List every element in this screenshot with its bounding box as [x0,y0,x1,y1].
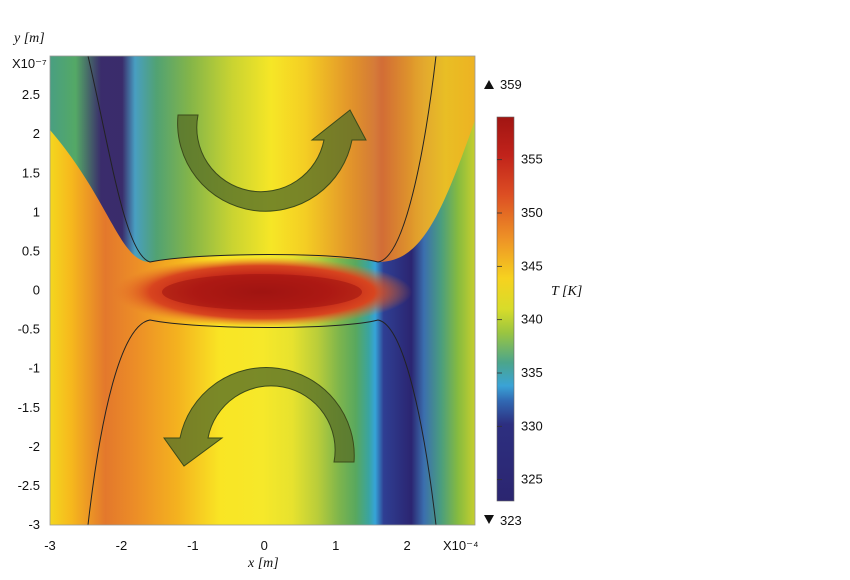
y-multiplier: X10⁻⁷ [12,56,47,71]
colorbar [496,116,515,502]
y-tick-label: -2 [28,439,40,454]
colorbar-ticks: 355 350 345 340 335 330 325 [497,152,543,487]
colorbar-tick-label: 325 [521,472,543,487]
x-axis-label: x [m] [247,556,279,571]
colorbar-tick-label: 335 [521,365,543,380]
min-marker-icon [484,515,494,524]
upper-region [50,56,475,262]
x-axis-ticks: -3 -2 -1 0 1 2 [44,538,411,553]
y-axis-label: y [m] [12,31,45,46]
y-tick-label: 1.5 [22,165,40,180]
colorbar-min-label: 323 [500,513,522,528]
colorbar-tick-label: 340 [521,312,543,327]
y-tick-label: 0 [33,283,40,298]
y-tick-label: 1 [33,204,40,219]
colorbar-label: T [K] [551,284,582,299]
y-tick-label: -3 [28,517,40,532]
y-tick-label: -2.5 [18,478,40,493]
x-tick-label: -2 [116,538,128,553]
boundary-lower [87,319,437,525]
y-tick-label: 2.5 [22,87,40,102]
x-multiplier: X10⁻⁴ [443,538,479,553]
y-axis-ticks: 2.5 2 1.5 1 0.5 0 -0.5 -1 -1.5 -2 -2.5 -3 [18,87,40,532]
x-tick-label: -1 [187,538,199,553]
x-tick-label: -3 [44,538,56,553]
x-tick-label: 0 [261,538,268,553]
colorbar-tick-label: 355 [521,152,543,167]
heatmap-field [50,56,475,525]
y-tick-label: 2 [33,126,40,141]
colorbar-tick-label: 345 [521,258,543,273]
y-tick-label: -1 [28,361,40,376]
y-tick-label: -0.5 [18,322,40,337]
arrow-upper [177,109,367,212]
x-tick-label: 2 [404,538,411,553]
y-tick-label: -1.5 [18,400,40,415]
max-marker-icon [484,80,494,89]
boundary-upper [87,56,437,263]
y-tick-label: 0.5 [22,243,40,258]
x-tick-label: 1 [332,538,339,553]
colorbar-max-label: 359 [500,77,522,92]
colorbar-tick-label: 330 [521,418,543,433]
arrow-lower [163,367,355,467]
colorbar-tick-label: 350 [521,205,543,220]
